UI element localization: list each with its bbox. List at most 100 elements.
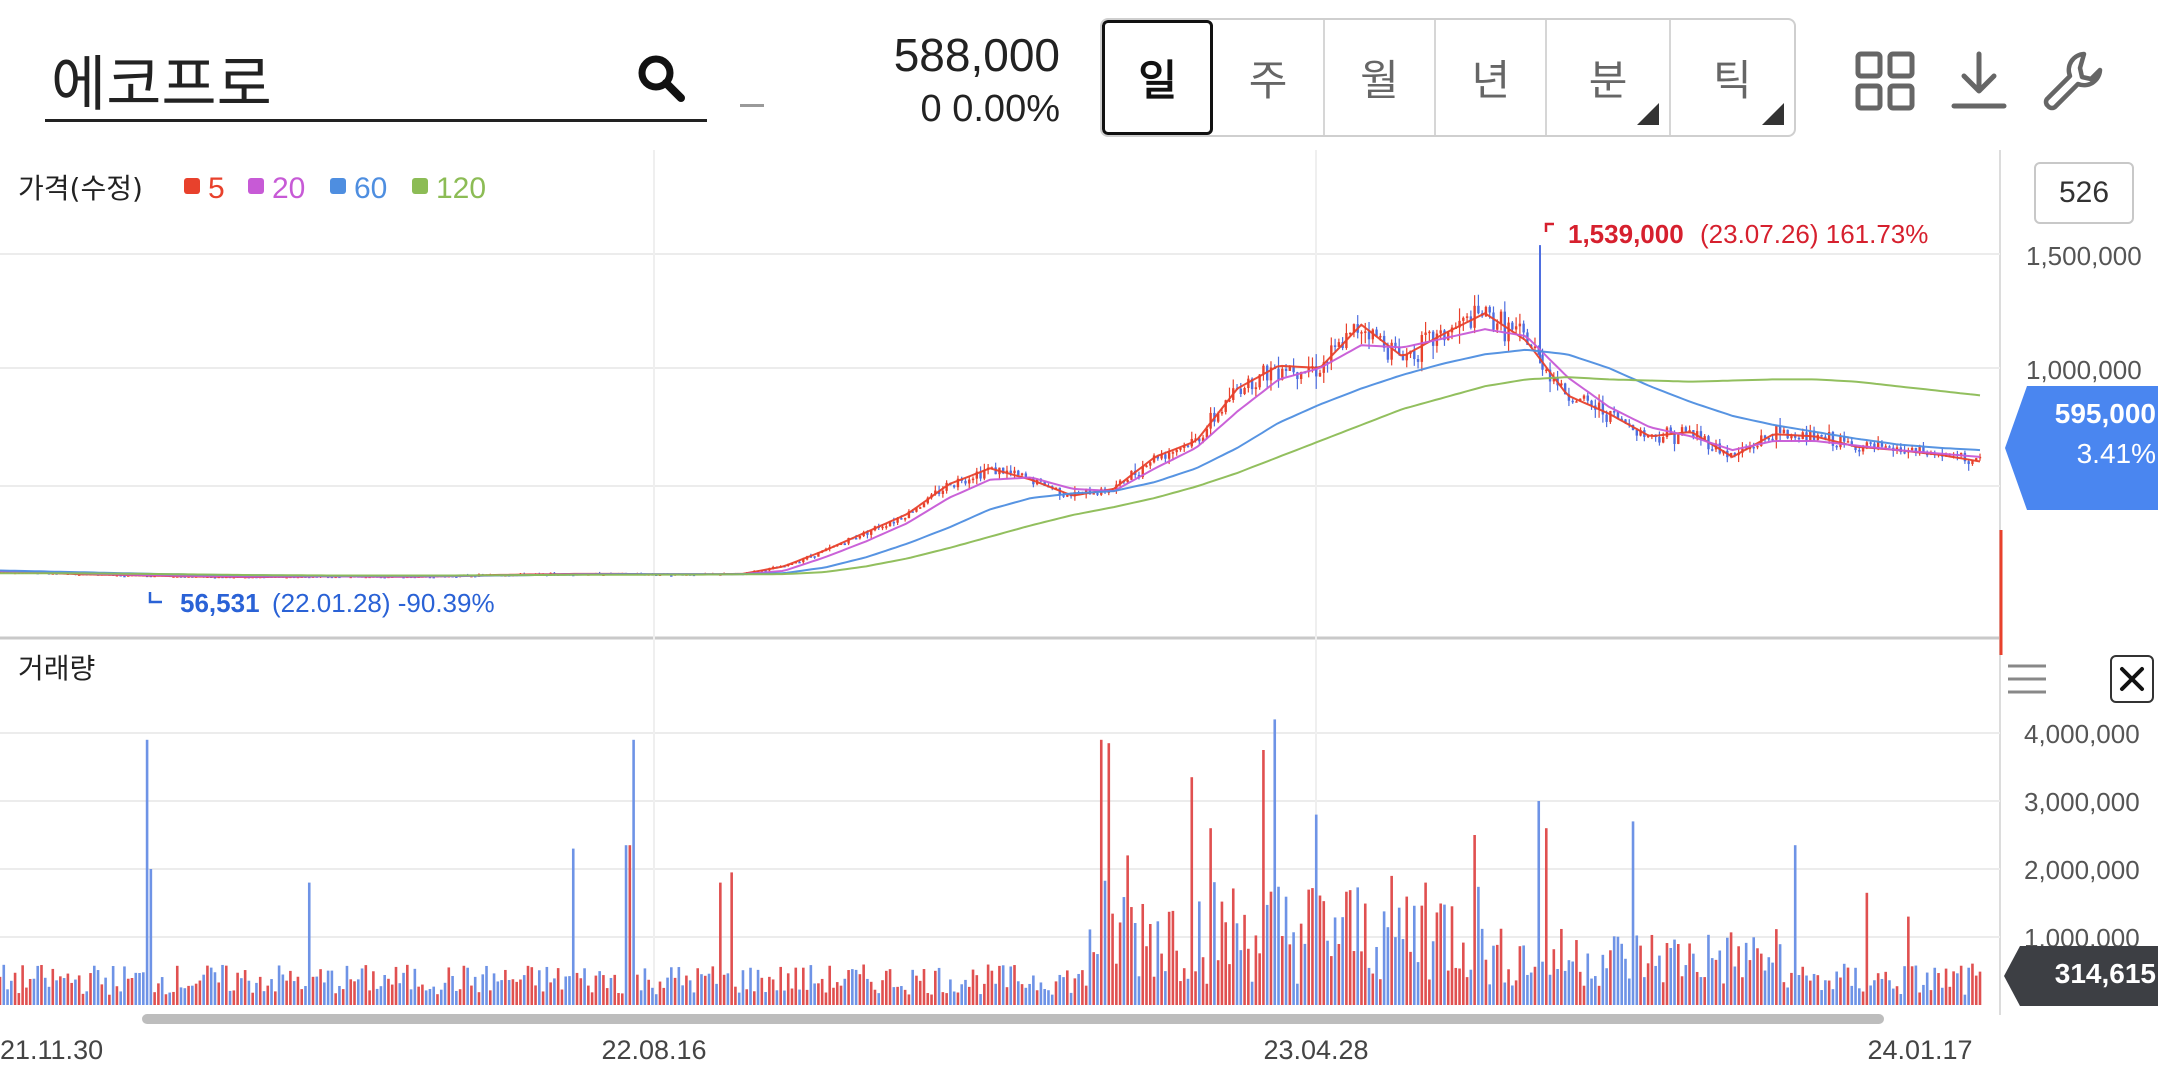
- tab-week[interactable]: 주: [1213, 20, 1325, 135]
- volume-bar: [877, 993, 881, 1005]
- volume-bar: [937, 967, 941, 1005]
- candle-body: [1499, 311, 1503, 324]
- volume-bar: [802, 967, 805, 1005]
- volume-bar: [979, 994, 982, 1005]
- candle-body: [1669, 427, 1672, 433]
- candle-body: [1224, 400, 1227, 412]
- candle-body: [1763, 435, 1767, 439]
- volume-bar: [274, 991, 277, 1005]
- volume-bar: [1692, 953, 1695, 1005]
- candle-body: [1394, 342, 1397, 347]
- volume-bar: [1307, 889, 1310, 1005]
- candle-body: [1092, 493, 1095, 495]
- volume-bar: [594, 975, 598, 1005]
- tab-month[interactable]: 월: [1325, 20, 1437, 135]
- candle-body: [1496, 323, 1499, 330]
- volume-bar: [1556, 969, 1559, 1005]
- high-value: 1,539,000: [1568, 219, 1684, 249]
- volume-bar: [1699, 977, 1703, 1005]
- tab-label: 월: [1360, 56, 1399, 105]
- candle-body: [1201, 437, 1205, 442]
- date-tick-label: 22.08.16: [601, 1035, 706, 1065]
- volume-bar: [1929, 990, 1933, 1005]
- candle-body: [915, 507, 918, 512]
- search-icon[interactable]: [633, 50, 689, 106]
- candle-body: [964, 480, 967, 484]
- candle-body: [968, 479, 971, 484]
- candle-body: [1839, 435, 1842, 448]
- volume-bar: [1824, 980, 1827, 1005]
- stock-search-field[interactable]: 에코프로: [45, 30, 707, 122]
- visible-count-badge[interactable]: 526: [2034, 162, 2134, 224]
- volume-bar: [1514, 980, 1518, 1005]
- candle-body: [1066, 494, 1069, 497]
- tab-tick[interactable]: 틱: [1671, 20, 1794, 135]
- volume-bar: [952, 991, 956, 1005]
- ma-legend: 5 20 60 120: [184, 172, 486, 205]
- legend-swatch: [184, 178, 200, 194]
- wrench-icon[interactable]: [2040, 48, 2106, 114]
- candle-body: [854, 538, 858, 540]
- volume-bar: [1620, 943, 1624, 1005]
- volume-bar: [628, 845, 632, 1005]
- volume-bar: [1907, 916, 1910, 1005]
- candle-body: [1424, 332, 1427, 335]
- volume-bar: [1477, 886, 1480, 1005]
- candle-body: [1360, 332, 1363, 334]
- volume-bar: [409, 989, 413, 1005]
- candle-body: [1978, 456, 1982, 459]
- candle-body: [1575, 401, 1578, 403]
- volume-bar: [1069, 992, 1073, 1005]
- candle-body: [975, 471, 978, 479]
- volume-tag-shape: [2004, 946, 2158, 1006]
- volume-bar: [1446, 970, 1450, 1005]
- chart-scrollbar[interactable]: [142, 1014, 1884, 1024]
- download-icon[interactable]: [1946, 48, 2012, 114]
- stock-chart[interactable]: 가격(수정) 5 20 60 120 1,500,000 1,000,000 1,539…: [0, 150, 2158, 1077]
- search-input-value[interactable]: 에코프로: [51, 50, 272, 120]
- close-panel-button[interactable]: [2110, 655, 2154, 703]
- volume-bar: [858, 974, 862, 1005]
- legend-swatch: [412, 178, 428, 194]
- candle-body: [900, 518, 903, 520]
- hamburger-menu-icon[interactable]: [2006, 660, 2048, 698]
- volume-bar: [1967, 967, 1970, 1005]
- volume-bar: [432, 986, 436, 1005]
- tab-day[interactable]: 일: [1102, 20, 1214, 135]
- candle-body: [1605, 414, 1608, 422]
- volume-bar: [934, 970, 937, 1005]
- volume-bar: [1925, 972, 1929, 1005]
- volume-bar: [1262, 750, 1265, 1005]
- volume-bar: [1744, 942, 1748, 1005]
- layout-grid-icon[interactable]: [1852, 48, 1918, 114]
- volume-bar: [1956, 973, 1959, 1005]
- candle-body: [1194, 438, 1197, 440]
- volume-bar: [654, 994, 658, 1005]
- volume-bar: [1741, 977, 1744, 1005]
- volume-bar: [247, 980, 251, 1005]
- volume-bar: [1043, 989, 1046, 1005]
- candle-body: [1869, 442, 1872, 444]
- volume-bar: [1341, 917, 1344, 1005]
- volume-bar: [587, 985, 590, 1005]
- volume-bar: [1115, 963, 1118, 1005]
- volume-bar: [1567, 960, 1571, 1005]
- candle-body: [1375, 329, 1378, 337]
- candle-body: [1918, 445, 1921, 452]
- volume-bar: [251, 992, 254, 1005]
- volume-bar: [1959, 965, 1963, 1005]
- volume-bar: [142, 972, 145, 1005]
- candle-body: [802, 559, 805, 563]
- volume-bar: [1160, 953, 1163, 1005]
- volume-bar: [1899, 994, 1903, 1005]
- volume-bar: [123, 966, 126, 1005]
- volume-bar: [1805, 975, 1808, 1005]
- volume-bar: [1763, 970, 1767, 1005]
- volume-bar: [884, 970, 888, 1005]
- tab-year[interactable]: 년: [1436, 20, 1548, 135]
- volume-bar: [292, 981, 296, 1005]
- candle-body: [1639, 430, 1642, 436]
- volume-bar: [1318, 895, 1322, 1005]
- volume-bar: [1714, 959, 1718, 1005]
- tab-minute[interactable]: 분: [1547, 20, 1671, 135]
